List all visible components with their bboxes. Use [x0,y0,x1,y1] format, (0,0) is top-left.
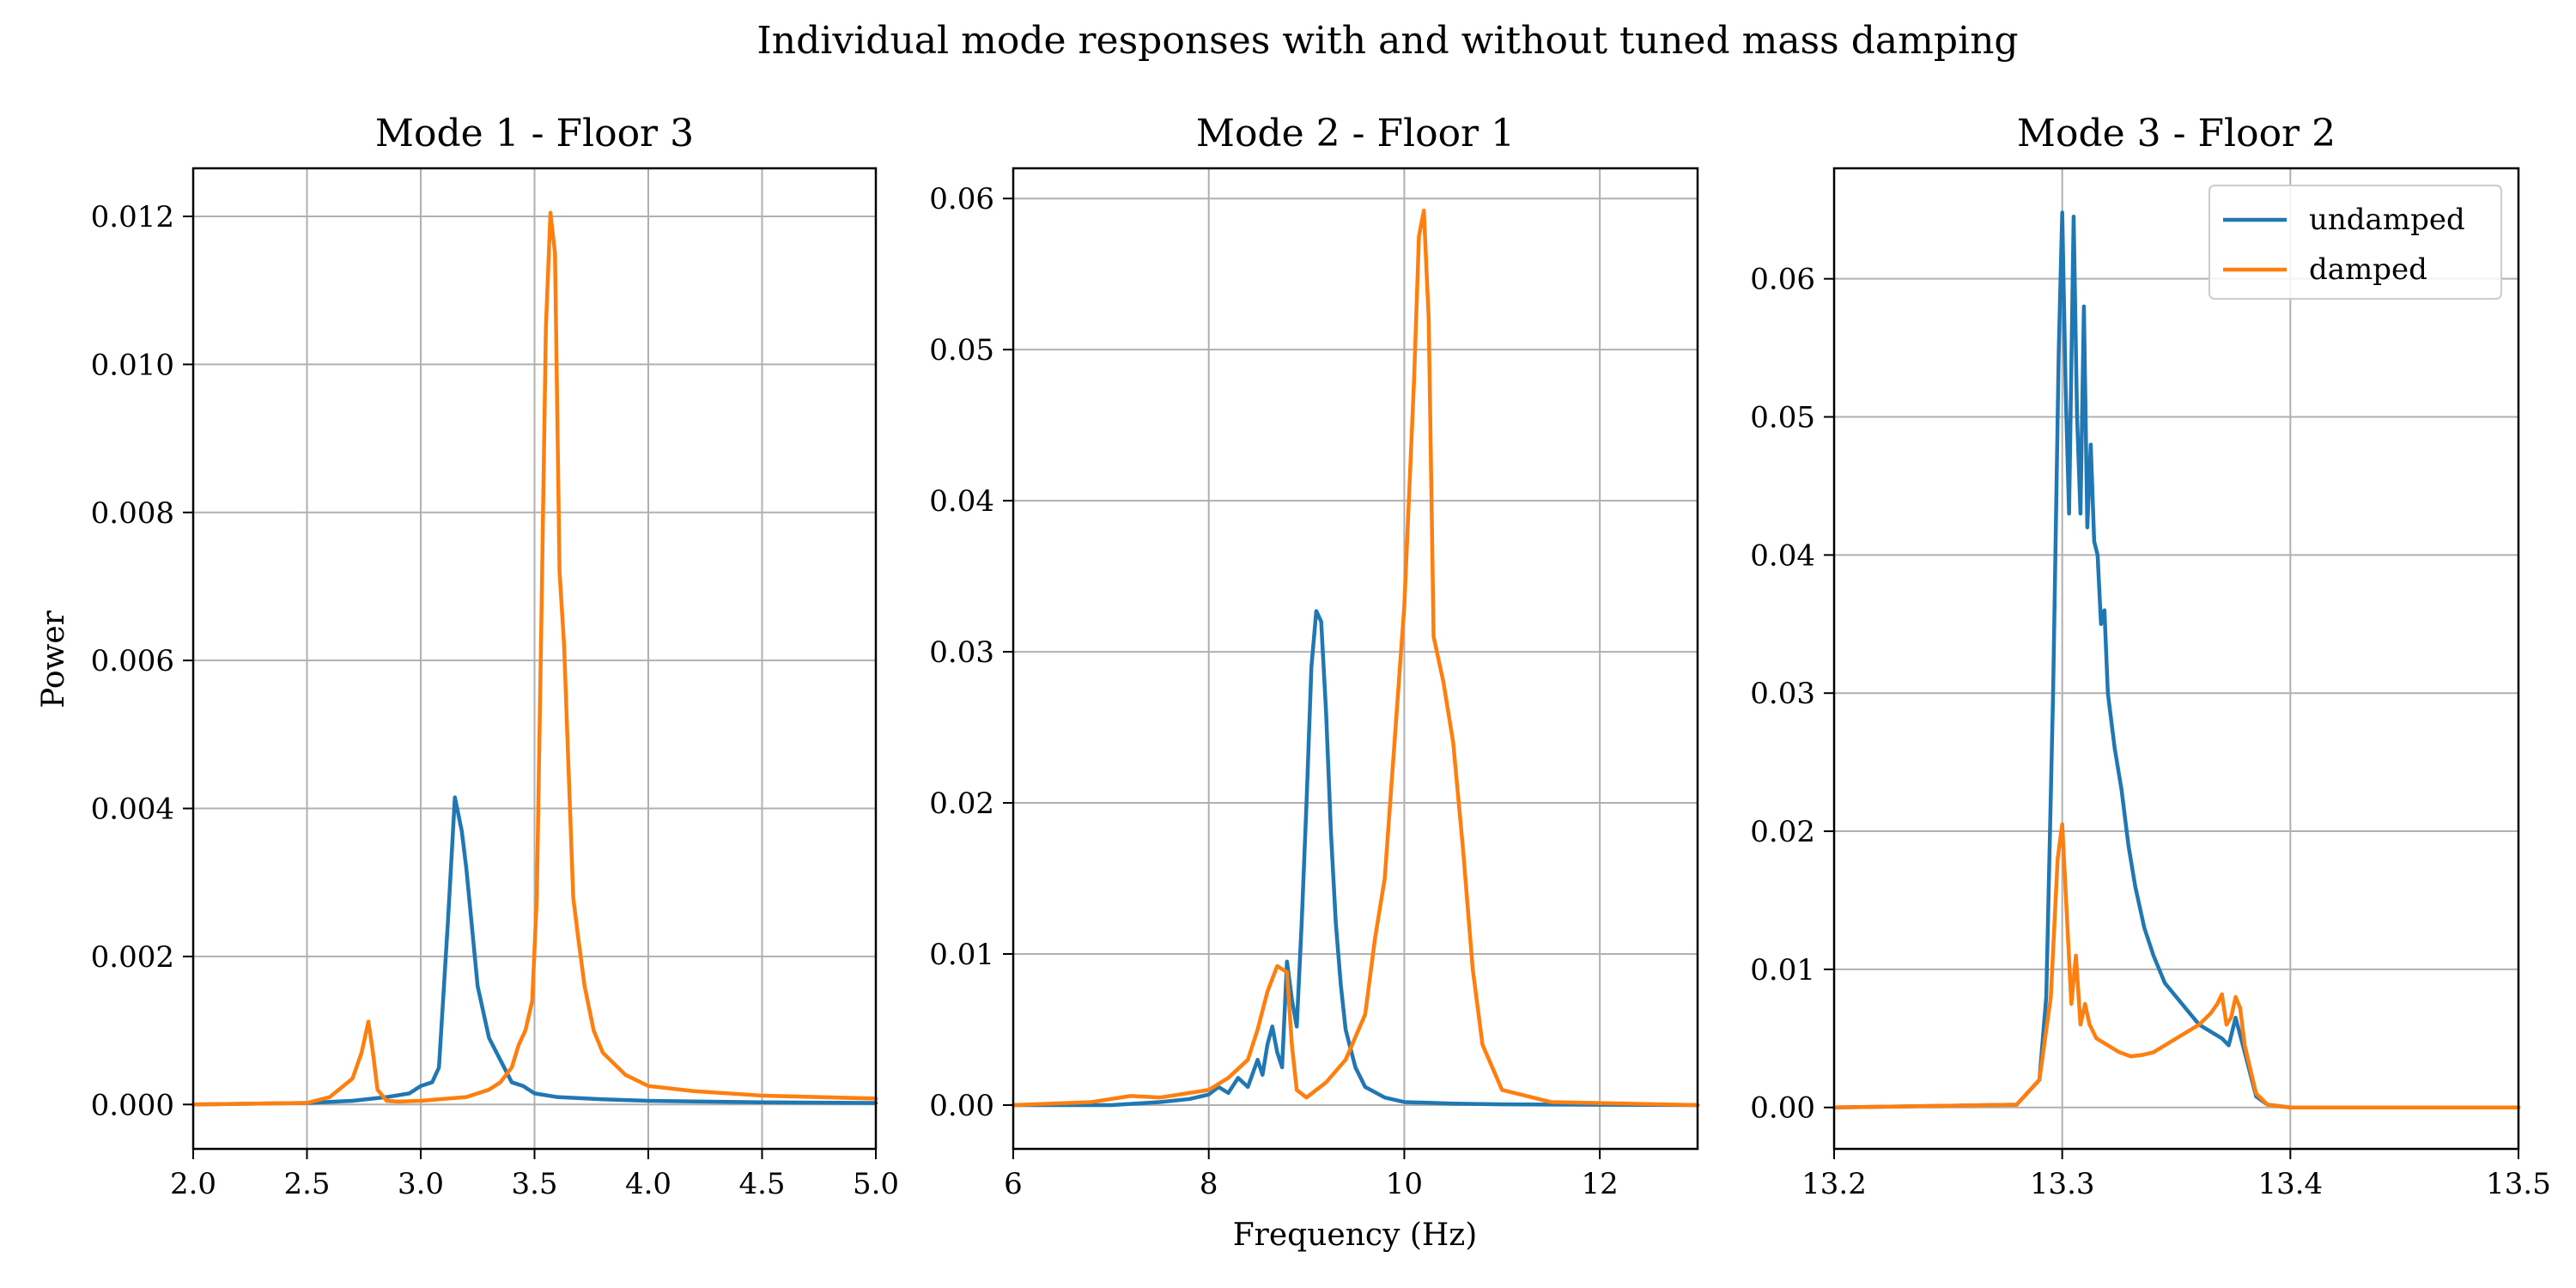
y-tick-label: 0.010 [91,348,174,382]
y-tick-label: 0.01 [1750,953,1815,987]
y-tick-label: 0.04 [929,484,994,519]
x-tick-label: 8 [1200,1167,1218,1201]
x-axis-label: Frequency (Hz) [1233,1218,1478,1253]
x-tick-label: 2.0 [170,1167,216,1201]
y-tick-label: 0.02 [1750,815,1815,849]
axes-frame [1012,167,1699,1151]
y-tick-label: 0.00 [1750,1091,1815,1126]
y-tick-label: 0.012 [91,200,174,234]
x-tick-label: 13.5 [2486,1167,2551,1201]
subplot-3: 13.2 13.3 13.4 13.5 0.00 0.01 0.02 0.03 0.04 0.05… [1750,112,2551,1201]
y-tick-label: 0.00 [929,1089,994,1123]
series-line-damped [191,210,878,1107]
x-tick-label: 4.5 [738,1167,785,1201]
y-tick-label: 0.008 [91,496,174,531]
x-tick-label: 10 [1386,1167,1423,1201]
y-tick-label: 0.06 [929,182,994,216]
x-tick-label: 3.0 [398,1167,444,1201]
x-tick-label: 13.3 [2030,1167,2095,1201]
y-tick-label: 0.03 [929,635,994,670]
subplot-title: Mode 3 - Floor 2 [2017,112,2336,155]
subplot-2: 6 8 10 12 0.00 0.01 0.02 0.03 0.04 0.05 0.06 Mode 2… [929,112,1700,1201]
y-tick-label: 0.01 [929,938,994,972]
subplot-title: Mode 2 - Floor 1 [1196,112,1515,155]
series-line-damped [1832,822,2521,1109]
legend-label-undamped: undamped [2309,203,2465,237]
y-tick-label: 0.02 [929,787,994,821]
x-tick-label: 13.4 [2257,1167,2323,1201]
y-tick-label: 0.06 [1750,263,1815,297]
x-tick-label: 2.5 [283,1167,330,1201]
series-line-undamped [191,795,878,1107]
x-tick-label: 4.0 [625,1167,671,1201]
x-tick-label: 13.2 [1801,1167,1867,1201]
subplots: 2.0 2.5 3.0 3.5 4.0 4.5 5.0 0.000 0.002 0.004 0.00… [91,112,2551,1201]
legend: undamped damped [2208,185,2502,300]
y-axis-label: Power [36,610,71,708]
series-line-undamped [1832,210,2521,1109]
series-line-undamped [1011,609,1700,1108]
x-tick-label: 3.5 [511,1167,557,1201]
x-tick-label: 5.0 [853,1167,899,1201]
y-tick-label: 0.05 [929,333,994,368]
y-tick-label: 0.03 [1750,677,1815,711]
y-tick-label: 0.000 [91,1088,174,1122]
x-tick-label: 6 [1004,1167,1023,1201]
y-tick-label: 0.002 [91,940,174,975]
y-tick-label: 0.05 [1750,401,1815,435]
axes-frame [1832,167,2520,1151]
legend-label-damped: damped [2309,252,2427,287]
x-tick-label: 12 [1582,1167,1619,1201]
subplot-1: 2.0 2.5 3.0 3.5 4.0 4.5 5.0 0.000 0.002 0.004 0.00… [91,112,899,1201]
y-tick-label: 0.04 [1750,538,1815,573]
series-line-damped [1011,209,1700,1108]
subplot-title: Mode 1 - Floor 3 [375,112,694,155]
y-tick-label: 0.004 [91,793,174,827]
figure-title: Individual mode responses with and witho… [756,19,2018,63]
y-tick-label: 0.006 [91,644,174,678]
